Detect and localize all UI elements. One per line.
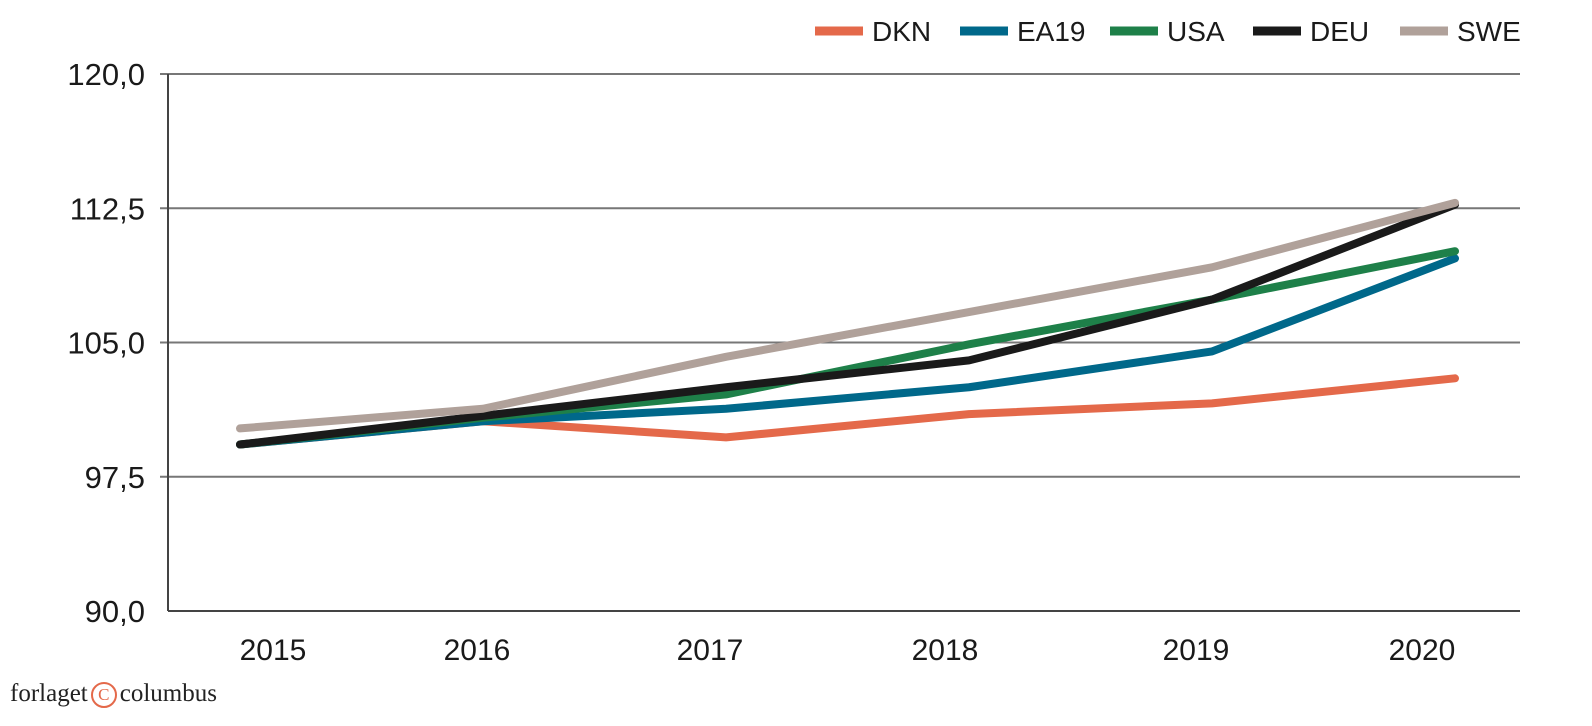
y-tick-label: 97,5 — [85, 460, 145, 495]
series-line-swe — [236, 198, 1459, 433]
series-line-deu — [236, 200, 1459, 449]
legend-label-dkn: DKN — [872, 16, 931, 47]
legend: DKN EA19 USA DEU SWE — [815, 16, 1521, 47]
x-tick-label: 2019 — [1163, 634, 1230, 667]
line-chart: 90,0 97,5 105,0 112,5 120,0 2015 2016 2017 2018… — [67, 16, 1521, 667]
x-tick-label: 2018 — [912, 634, 979, 667]
axes — [167, 74, 1520, 612]
legend-label-deu: DEU — [1310, 16, 1369, 47]
x-tick-label: 2015 — [240, 634, 307, 667]
x-tick-labels: 2015 2016 2017 2018 2019 2020 — [240, 634, 1456, 667]
series-lines — [236, 198, 1459, 449]
logo-text-left: forlaget — [10, 680, 88, 707]
y-tick-label: 120,0 — [67, 57, 145, 92]
y-tick-label: 90,0 — [85, 594, 145, 629]
y-tick-label: 105,0 — [67, 326, 145, 361]
y-tick-labels: 90,0 97,5 105,0 112,5 120,0 — [67, 57, 145, 629]
copyright-icon: C — [90, 682, 117, 709]
gridlines — [160, 73, 1520, 478]
x-tick-label: 2016 — [444, 634, 511, 667]
legend-label-swe: SWE — [1457, 16, 1521, 47]
y-tick-label: 112,5 — [70, 191, 145, 226]
legend-label-usa: USA — [1167, 16, 1225, 47]
logo-text-right: columbus — [119, 680, 217, 707]
legend-label-ea19: EA19 — [1017, 16, 1086, 47]
x-tick-label: 2020 — [1389, 634, 1456, 667]
x-tick-label: 2017 — [677, 634, 744, 667]
